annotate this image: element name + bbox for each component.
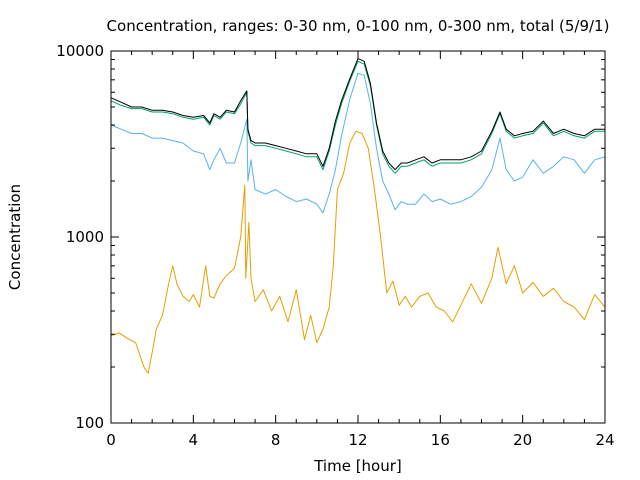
series-4-line xyxy=(110,58,605,171)
series-1 xyxy=(110,130,606,374)
x-tick-label: 20 xyxy=(513,431,532,449)
x-tick-label: 16 xyxy=(431,431,450,449)
series-2 xyxy=(110,72,606,214)
plot-area xyxy=(110,58,606,374)
plot-frame xyxy=(110,50,606,424)
chart-title: Concentration, ranges: 0-30 nm, 0-100 nm… xyxy=(107,17,610,35)
x-tick-label: 4 xyxy=(189,431,199,449)
y-tick-label: 100 xyxy=(75,414,104,432)
x-axis-label: Time [hour] xyxy=(313,457,402,475)
series-3-line xyxy=(110,60,605,174)
series-3 xyxy=(110,60,605,174)
series-1-line xyxy=(110,130,606,374)
x-tick-label: 24 xyxy=(595,431,614,449)
x-tick-label: 12 xyxy=(348,431,367,449)
axes: 0 4 8 12 16 20 24 100 1000 10000 xyxy=(56,42,614,449)
x-tick-label: 8 xyxy=(271,431,281,449)
series-4 xyxy=(110,58,605,171)
y-tick-label: 10000 xyxy=(56,42,104,60)
y-axis-label: Concentration xyxy=(6,184,24,290)
series-2-line xyxy=(110,72,606,214)
x-tick-label: 0 xyxy=(106,431,116,449)
y-tick-label: 1000 xyxy=(66,228,104,246)
